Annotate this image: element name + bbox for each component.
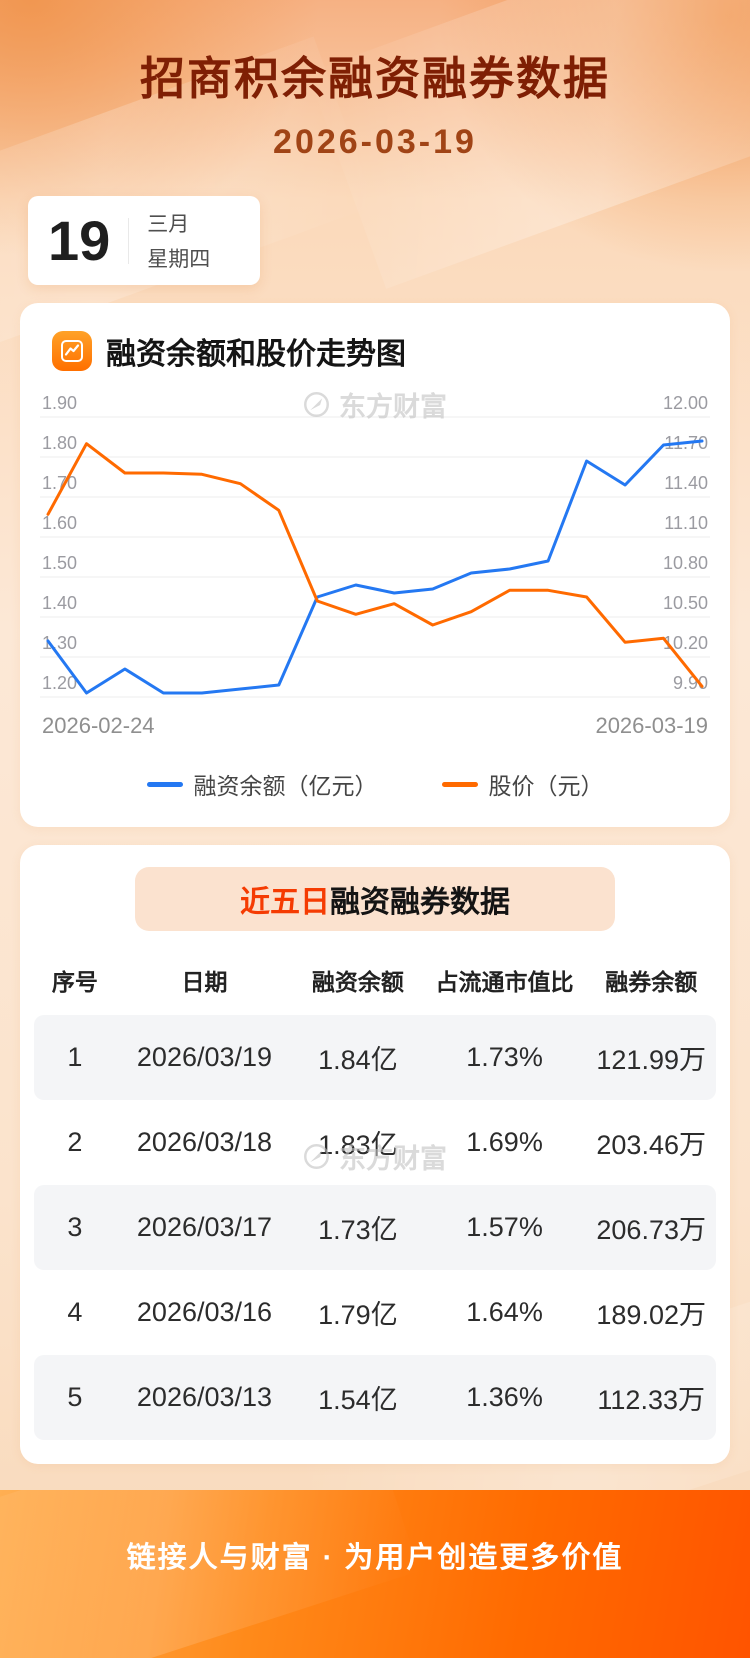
page-footer: 链接人与财富 · 为用户创造更多价值	[0, 1490, 750, 1658]
page-header: 招商积余融资融券数据 2026-03-19	[0, 0, 750, 162]
right-axis-tick-label: 10.80	[663, 553, 708, 573]
line-chart-icon	[52, 331, 92, 371]
date-card-divider	[128, 217, 130, 264]
table-card: 近五日 融资融券数据 东方财富 序号 日期 融资余额 占流通市值比 融券余额	[20, 845, 730, 1464]
x-axis-labels: 2026-02-24 2026-03-19	[40, 713, 710, 739]
cell-market-cap-ratio: 1.57%	[422, 1185, 587, 1270]
left-axis-tick-label: 1.80	[42, 433, 77, 453]
date-card: 19 三月 星期四	[28, 196, 260, 285]
page-title: 招商积余融资融券数据	[139, 53, 610, 104]
column-header-index: 序号	[51, 969, 98, 995]
cell-market-cap-ratio: 1.36%	[422, 1355, 587, 1440]
chart-area: 东方财富 1.90 12.00 1.80 11.70 1.70 11.40 1.60 11.1…	[40, 392, 710, 801]
right-axis-tick-label: 9.90	[673, 673, 708, 693]
table-title-rest: 融资融券数据	[330, 886, 510, 919]
right-axis-tick-label: 10.50	[663, 593, 708, 613]
legend-marker-margin-balance	[146, 781, 183, 787]
cell-market-cap-ratio: 1.73%	[422, 1015, 587, 1100]
legend-label-stock-price: 股价（元）	[488, 773, 604, 799]
cell-margin-balance: 1.84亿	[293, 1015, 423, 1100]
left-axis-tick-label: 1.30	[42, 633, 77, 653]
trend-chart-svg: 1.90 12.001.80 11.701.70 11.401.60 11.101.50…	[40, 395, 710, 698]
table-row: 1 2026/03/19 1.84亿 1.73% 121.99万	[34, 1015, 716, 1100]
cell-date: 2026/03/13	[115, 1355, 294, 1440]
left-axis-tick-label: 1.20	[42, 673, 77, 693]
cell-market-cap-ratio: 1.69%	[466, 1127, 543, 1157]
table-header-row: 序号 日期 融资余额 占流通市值比 融券余额	[34, 947, 716, 1015]
chart-legend: 融资余额（亿元） 股价（元）	[40, 767, 710, 801]
cell-date: 2026/03/19	[115, 1015, 294, 1100]
table-row: 4 2026/03/16 1.79亿 1.64% 189.02万	[34, 1270, 716, 1355]
right-axis-tick-label: 11.40	[664, 473, 708, 493]
table-row: 5 2026/03/13 1.54亿 1.36% 112.33万	[34, 1355, 716, 1440]
left-axis-tick-label: 1.60	[42, 513, 77, 533]
cell-margin-balance: 1.79亿	[318, 1300, 398, 1330]
cell-date: 2026/03/17	[115, 1185, 294, 1270]
chart-title: 融资余额和股价走势图	[106, 338, 406, 371]
left-axis-tick-label: 1.50	[42, 553, 77, 573]
cell-short-balance: 206.73万	[586, 1185, 716, 1270]
left-axis-tick-label: 1.40	[42, 593, 77, 613]
chart-card: 融资余额和股价走势图 东方财富 1.90 12.00 1.80 11.70 1.70 11…	[20, 303, 730, 827]
column-header-margin-balance: 融资余额	[311, 969, 404, 995]
footer-slogan: 链接人与财富 · 为用户创造更多价值	[126, 1542, 624, 1574]
x-axis-end-label: 2026-03-19	[595, 713, 708, 738]
cell-index: 4	[67, 1297, 83, 1327]
cell-margin-balance: 1.73亿	[293, 1185, 423, 1270]
date-card-weekday: 星期四	[147, 248, 211, 271]
cell-margin-balance: 1.83亿	[318, 1130, 398, 1160]
right-axis-tick-label: 11.10	[664, 513, 708, 533]
table-row: 2 2026/03/18 1.83亿 1.69% 203.46万	[34, 1100, 716, 1185]
left-axis-tick-label: 1.70	[42, 473, 77, 493]
cell-index: 3	[34, 1185, 116, 1270]
cell-short-balance: 112.33万	[586, 1355, 716, 1440]
cell-market-cap-ratio: 1.64%	[466, 1297, 543, 1327]
cell-date: 2026/03/16	[136, 1297, 273, 1327]
cell-index: 1	[34, 1015, 116, 1100]
stock-price-line	[46, 442, 704, 688]
right-axis-tick-label: 12.00	[663, 395, 708, 413]
table-title-highlight: 近五日	[240, 886, 330, 919]
cell-short-balance: 189.02万	[596, 1300, 706, 1330]
table-title-banner: 近五日 融资融券数据	[135, 867, 615, 931]
legend-item-margin-balance: 融资余额（亿元）	[146, 767, 378, 801]
date-card-day: 19	[48, 208, 111, 272]
right-axis-tick-label: 10.20	[663, 633, 708, 653]
cell-index: 2	[67, 1127, 83, 1157]
margin-data-table: 序号 日期 融资余额 占流通市值比 融券余额 1 2026/03/19 1.84…	[34, 947, 716, 1440]
column-header-date: 日期	[181, 969, 228, 995]
column-header-short-balance: 融券余额	[605, 969, 698, 995]
legend-marker-stock-price	[441, 781, 478, 787]
chart-card-header: 融资余额和股价走势图	[40, 329, 710, 373]
legend-label-margin-balance: 融资余额（亿元）	[193, 773, 378, 799]
date-card-month-weekday: 三月 星期四	[147, 208, 210, 273]
line-chart-icon-glyph	[61, 340, 83, 362]
margin-balance-line	[46, 439, 704, 695]
x-axis-start-label: 2026-02-24	[42, 713, 155, 738]
page-date: 2026-03-19	[273, 123, 477, 161]
table-row: 3 2026/03/17 1.73亿 1.57% 206.73万	[34, 1185, 716, 1270]
cell-date: 2026/03/18	[136, 1127, 273, 1157]
cell-short-balance: 121.99万	[586, 1015, 716, 1100]
cell-margin-balance: 1.54亿	[293, 1355, 423, 1440]
cell-index: 5	[34, 1355, 116, 1440]
left-axis-tick-label: 1.90	[42, 395, 77, 413]
column-header-market-cap-ratio: 占流通市值比	[435, 969, 574, 995]
legend-item-stock-price: 股价（元）	[441, 767, 604, 801]
date-card-month: 三月	[147, 213, 190, 236]
cell-short-balance: 203.46万	[596, 1130, 706, 1160]
